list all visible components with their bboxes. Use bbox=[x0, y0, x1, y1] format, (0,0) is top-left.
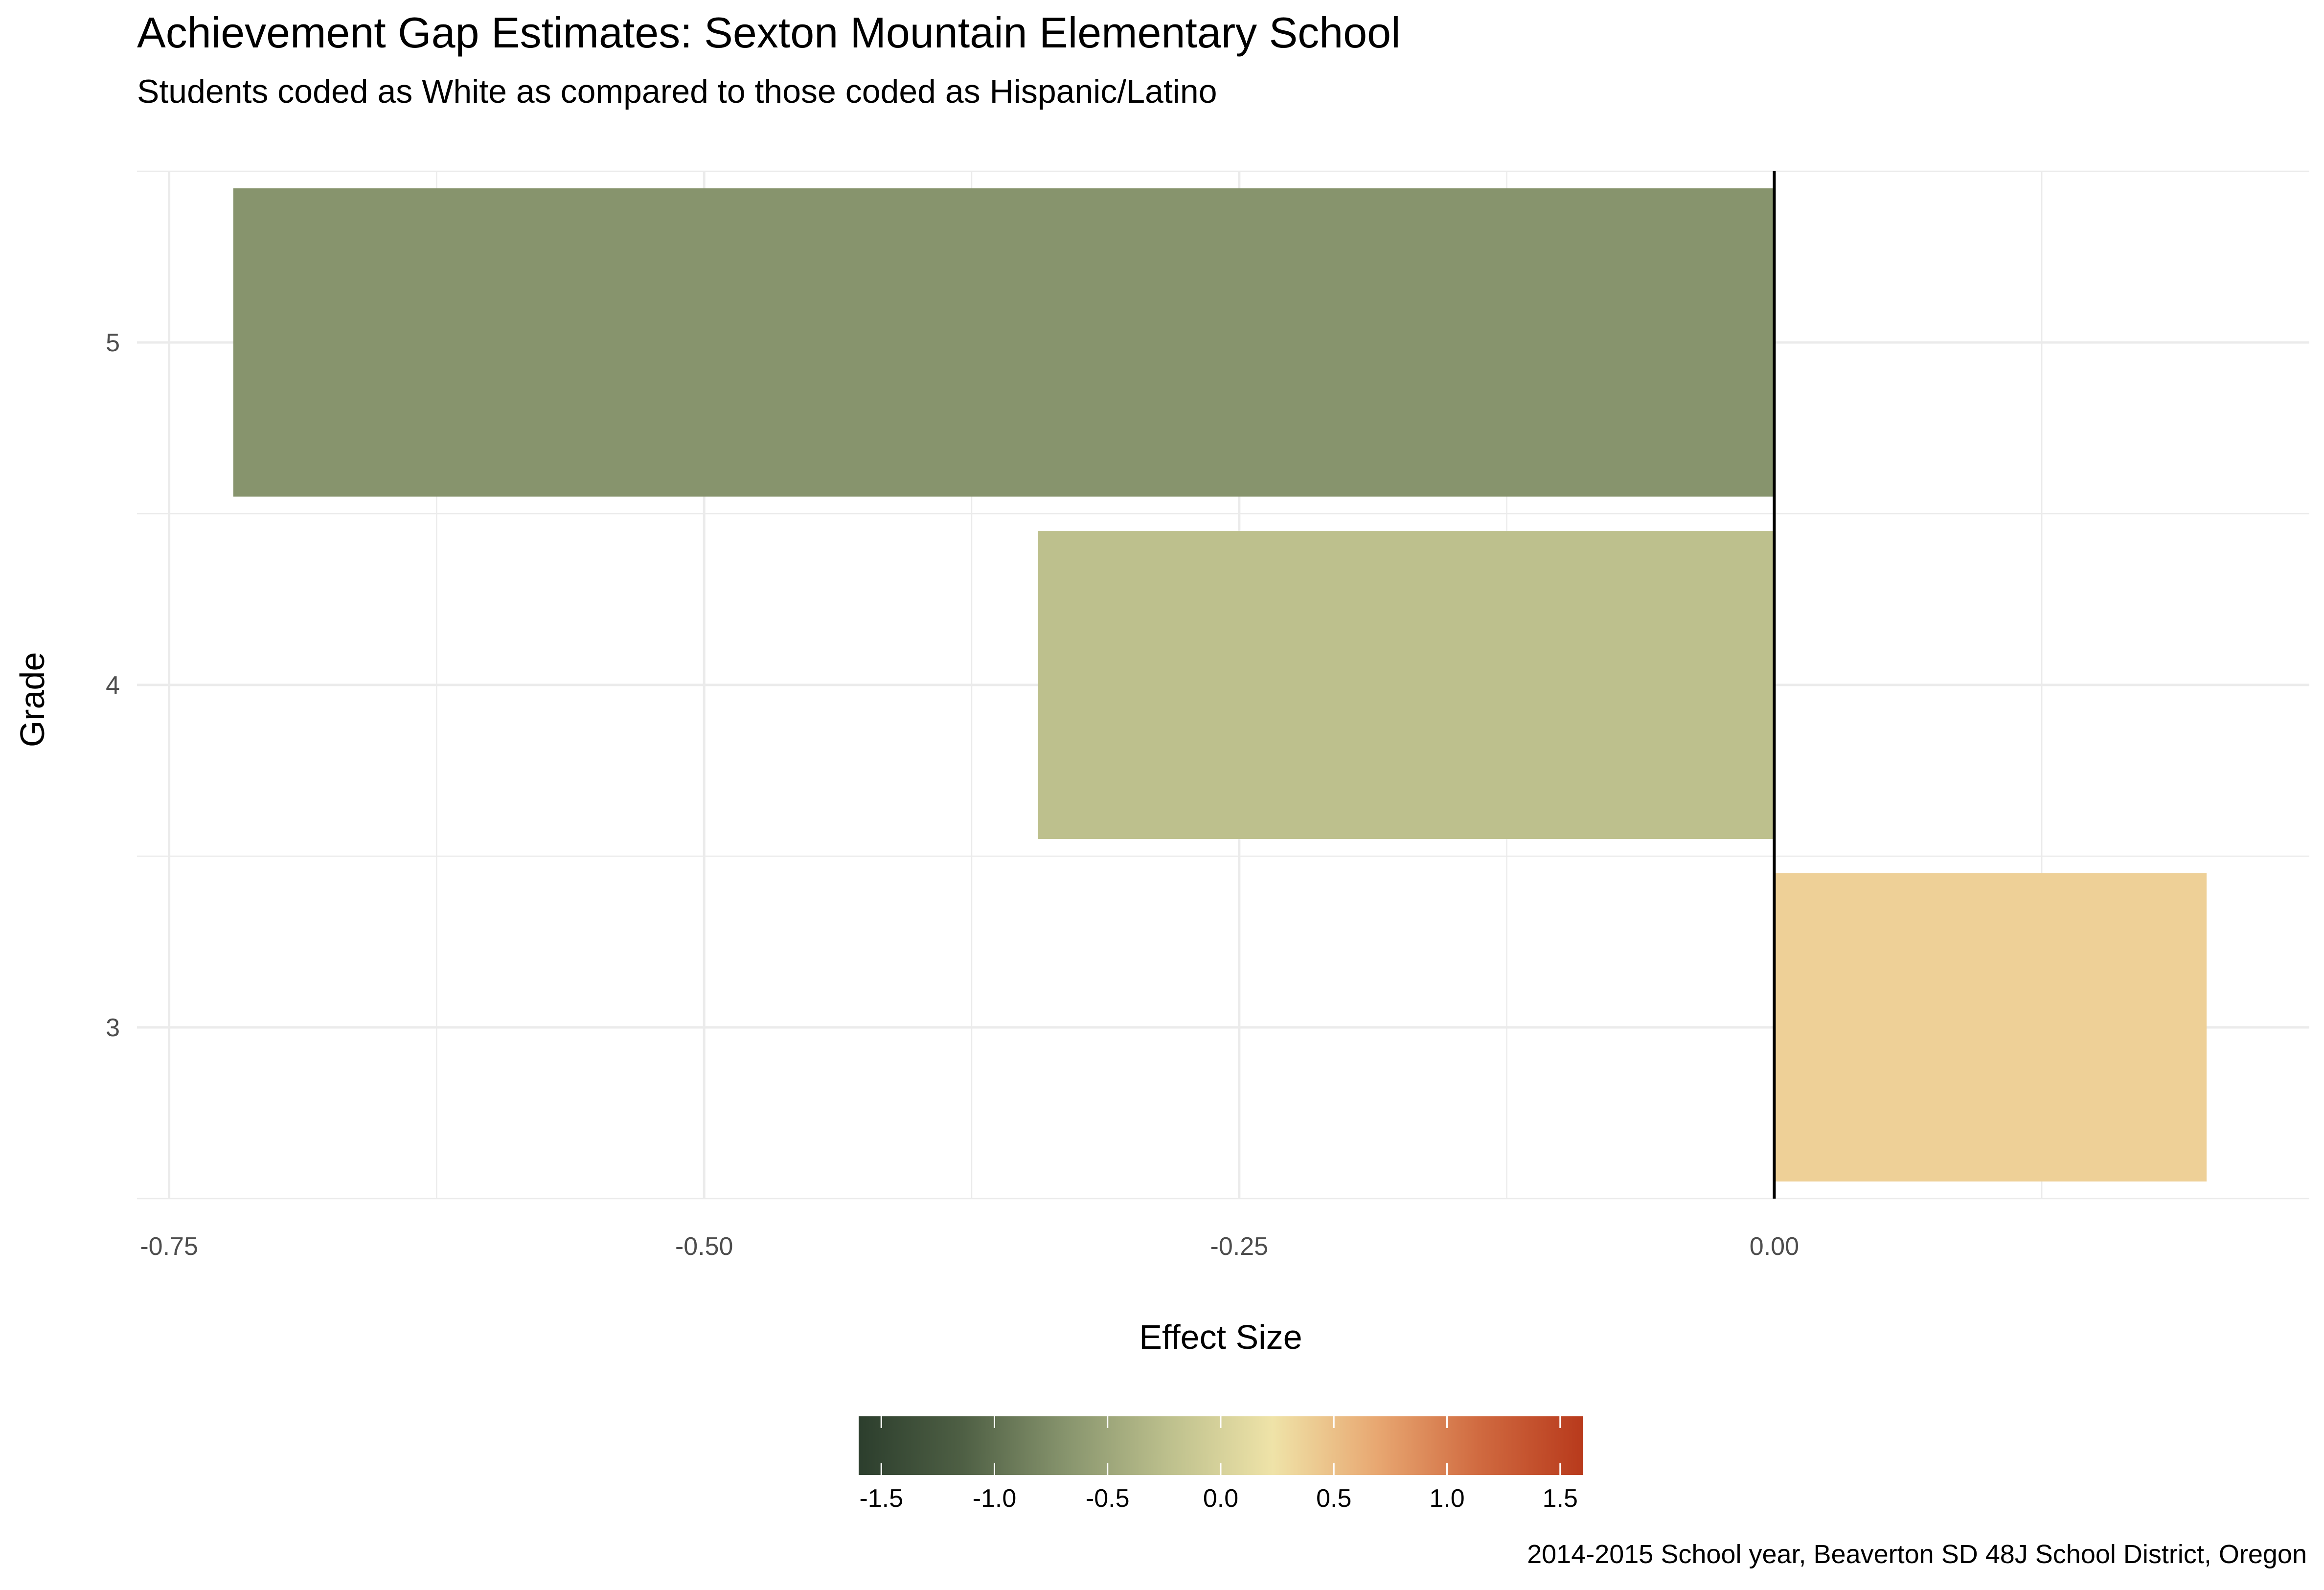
colorbar-tick-label: 0.0 bbox=[1203, 1484, 1238, 1513]
color-scale-legend: -1.5 -1.0 -0.5 0.0 0.5 1.0 1.5 bbox=[859, 1416, 1583, 1513]
x-axis-ticks: -0.75 -0.50 -0.25 0.00 bbox=[140, 1232, 1799, 1261]
chart-title: Achievement Gap Estimates: Sexton Mounta… bbox=[137, 8, 1401, 57]
bar-grade-3 bbox=[1774, 873, 2207, 1181]
x-tick-label: -0.75 bbox=[140, 1232, 198, 1261]
colorbar-tick-label: -1.0 bbox=[973, 1484, 1017, 1513]
colorbar-tick-label: 1.5 bbox=[1543, 1484, 1578, 1513]
x-tick-label: -0.50 bbox=[675, 1232, 733, 1261]
chart-subtitle: Students coded as White as compared to t… bbox=[137, 73, 1217, 110]
bar-grade-4 bbox=[1038, 531, 1775, 839]
y-tick-label: 5 bbox=[106, 329, 120, 357]
x-tick-label: -0.25 bbox=[1210, 1232, 1269, 1261]
colorbar-tick-label: -1.5 bbox=[859, 1484, 903, 1513]
chart-caption: 2014-2015 School year, Beaverton SD 48J … bbox=[1527, 1540, 2307, 1569]
y-tick-label: 3 bbox=[106, 1014, 120, 1042]
bar-grade-5 bbox=[233, 188, 1775, 497]
x-tick-label: 0.00 bbox=[1750, 1232, 1799, 1261]
y-tick-label: 4 bbox=[106, 671, 120, 700]
x-axis-title: Effect Size bbox=[1139, 1318, 1302, 1356]
y-axis-title: Grade bbox=[13, 652, 51, 748]
colorbar-tick-label: -0.5 bbox=[1086, 1484, 1130, 1513]
colorbar-tick-label: 1.0 bbox=[1429, 1484, 1464, 1513]
colorbar-tick-label: 0.5 bbox=[1316, 1484, 1351, 1513]
y-axis-ticks: 3 4 5 bbox=[106, 329, 120, 1042]
bars bbox=[233, 188, 2207, 1181]
